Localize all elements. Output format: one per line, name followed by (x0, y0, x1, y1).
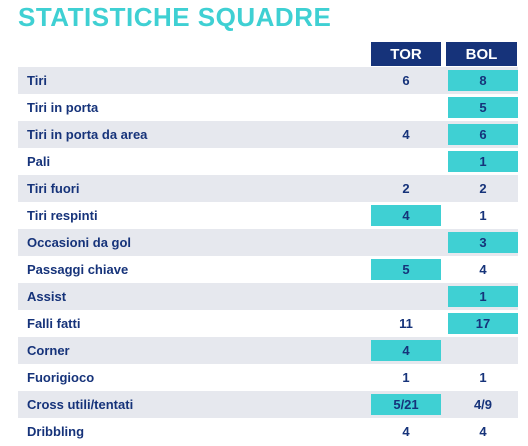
stat-label: Fuorigioco (27, 370, 95, 385)
stat-value-tor (371, 232, 441, 253)
stat-value-bol: 8 (448, 70, 518, 91)
stat-value-tor: 4 (402, 424, 410, 439)
stat-label: Dribbling (27, 424, 85, 439)
stat-value-bol: 17 (448, 313, 518, 334)
stat-value-bol: 4 (479, 262, 487, 277)
page-title: STATISTICHE SQUADRE (18, 2, 332, 32)
stat-value-tor: 5 (371, 259, 441, 280)
stat-value-tor (371, 151, 441, 172)
stat-label: Tiri respinti (27, 208, 98, 223)
stat-value-bol: 1 (479, 370, 487, 385)
stat-row: Tiri fuori 2 2 (18, 175, 518, 202)
stat-value-bol (448, 340, 518, 361)
stat-row: Passaggi chiave 5 4 (18, 256, 518, 283)
stat-value-tor: 4 (402, 127, 410, 142)
stat-value-tor: 5/21 (371, 394, 441, 415)
stat-value-bol: 1 (479, 208, 487, 223)
stat-label: Cross utili/tentati (27, 397, 134, 412)
stat-label: Falli fatti (27, 316, 81, 331)
stat-row: Cross utili/tentati 5/21 4/9 (18, 391, 518, 418)
stat-value-tor (371, 97, 441, 118)
stat-label: Tiri in porta (27, 100, 99, 115)
stat-row: Pali 1 (18, 148, 518, 175)
stat-value-tor: 1 (402, 370, 410, 385)
stat-label: Occasioni da gol (27, 235, 132, 250)
stat-value-bol: 1 (448, 286, 518, 307)
stat-value-bol: 2 (479, 181, 487, 196)
stats-table: Tiri 6 8 Tiri in porta 5 Tiri in porta da are… (18, 67, 518, 445)
stat-row: Tiri in porta 5 (18, 94, 518, 121)
stat-value-bol: 5 (448, 97, 518, 118)
stat-row: Tiri in porta da area 4 6 (18, 121, 518, 148)
stat-value-bol: 3 (448, 232, 518, 253)
stat-row: Corner 4 (18, 337, 518, 364)
stat-row: Assist 1 (18, 283, 518, 310)
stat-row: Fuorigioco 1 1 (18, 364, 518, 391)
stat-label: Pali (27, 154, 51, 169)
stat-value-tor: 4 (371, 205, 441, 226)
stat-row: Occasioni da gol 3 (18, 229, 518, 256)
stat-label: Tiri (27, 73, 47, 88)
stat-value-tor: 2 (402, 181, 410, 196)
stat-row: Dribbling 4 4 (18, 418, 518, 445)
stat-value-bol: 1 (448, 151, 518, 172)
stat-label: Tiri in porta da area (27, 127, 148, 142)
stat-label: Tiri fuori (27, 181, 80, 196)
stat-value-tor: 6 (402, 73, 410, 88)
stat-row: Tiri respinti 4 1 (18, 202, 518, 229)
stat-label: Passaggi chiave (27, 262, 129, 277)
stat-label: Assist (27, 289, 67, 304)
stat-value-bol: 6 (448, 124, 518, 145)
stat-value-bol: 4 (479, 424, 487, 439)
stat-value-tor (371, 286, 441, 307)
stat-label: Corner (27, 343, 70, 358)
team-header-tor: TOR (371, 42, 441, 66)
stat-value-tor: 4 (371, 340, 441, 361)
stat-row: Falli fatti 11 17 (18, 310, 518, 337)
stat-value-tor: 11 (399, 316, 413, 331)
team-header-bol: BOL (446, 42, 517, 66)
stat-row: Tiri 6 8 (18, 67, 518, 94)
stat-value-bol: 4/9 (473, 397, 493, 412)
